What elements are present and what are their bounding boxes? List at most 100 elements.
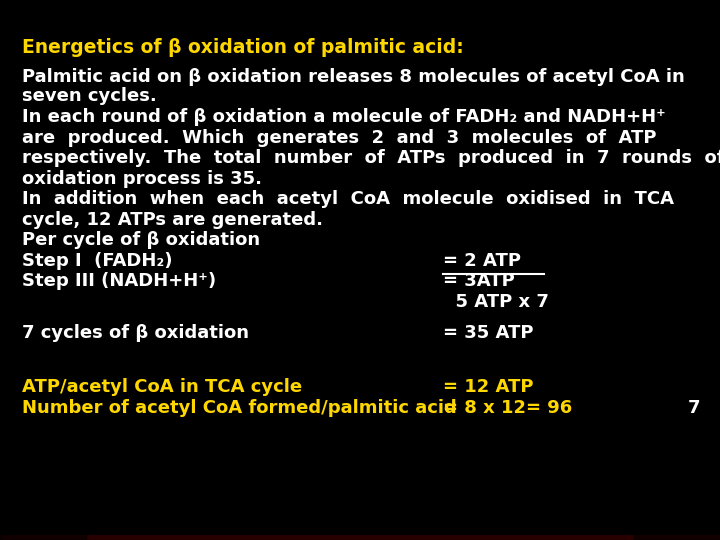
Bar: [0, 538, 720, 539]
Bar: [0, 538, 720, 540]
Bar: [0, 538, 720, 539]
Bar: [0, 537, 720, 538]
Bar: [0, 537, 720, 539]
Bar: [0, 537, 720, 538]
Bar: [0, 536, 720, 538]
Bar: [0, 536, 720, 538]
Bar: [0, 537, 720, 538]
Bar: [0, 538, 720, 539]
Bar: [0, 538, 720, 539]
Bar: [0, 537, 720, 539]
Bar: [0, 537, 720, 538]
Bar: [0, 537, 720, 538]
Bar: [0, 538, 720, 539]
Bar: [0, 537, 720, 539]
Bar: [0, 538, 720, 539]
Bar: [0, 537, 720, 539]
Bar: [0, 537, 720, 539]
Bar: [0, 538, 720, 539]
Bar: [0, 538, 720, 540]
Bar: [0, 536, 720, 538]
Bar: [0, 537, 720, 539]
Bar: [0, 538, 720, 540]
Bar: [0, 538, 720, 539]
Bar: [0, 537, 720, 539]
Bar: [0, 537, 720, 539]
Bar: [0, 537, 720, 539]
Text: respectively.  The  total  number  of  ATPs  produced  in  7  rounds  of: respectively. The total number of ATPs p…: [22, 149, 720, 167]
Bar: [0, 538, 720, 539]
Bar: [0, 538, 720, 539]
Bar: [0, 537, 720, 538]
Bar: [0, 538, 720, 540]
Bar: [0, 537, 720, 538]
Bar: [0, 537, 720, 539]
Bar: [0, 537, 720, 539]
Bar: [0, 537, 720, 539]
Bar: [0, 538, 720, 539]
Bar: [0, 537, 720, 539]
Bar: [0, 537, 720, 538]
Bar: [0, 537, 720, 539]
Bar: [0, 537, 720, 539]
Bar: [0, 537, 720, 538]
Bar: [0, 537, 720, 539]
Bar: [0, 537, 720, 539]
Bar: [0, 537, 720, 538]
Bar: [0, 537, 720, 539]
Bar: [0, 537, 720, 539]
Bar: [0, 537, 720, 539]
Bar: [0, 537, 720, 539]
Bar: [0, 537, 720, 539]
Bar: [0, 537, 720, 538]
Bar: [0, 537, 720, 539]
Bar: [0, 537, 720, 538]
Bar: [0, 538, 720, 540]
Bar: [0, 537, 720, 539]
Bar: [0, 538, 720, 539]
Bar: [0, 537, 720, 539]
Bar: [0, 537, 720, 539]
Bar: [0, 537, 720, 539]
Bar: [0, 537, 720, 539]
Text: are  produced.  Which  generates  2  and  3  molecules  of  ATP: are produced. Which generates 2 and 3 mo…: [22, 129, 656, 146]
Bar: [0, 537, 720, 539]
Bar: [0, 537, 720, 538]
Bar: [0, 537, 720, 539]
Bar: [0, 537, 720, 538]
Bar: [0, 537, 720, 539]
Bar: [0, 537, 720, 539]
Bar: [0, 538, 720, 540]
Bar: [0, 538, 720, 539]
Bar: [0, 538, 720, 539]
Bar: [0, 538, 720, 540]
Bar: [0, 538, 720, 540]
Text: = 2 ATP: = 2 ATP: [443, 252, 521, 269]
Bar: [0, 537, 720, 538]
Bar: [0, 536, 720, 538]
Bar: [0, 537, 720, 539]
Bar: [0, 537, 720, 538]
Bar: [0, 538, 720, 540]
Bar: [0, 537, 720, 538]
Bar: [0, 538, 720, 540]
Bar: [0, 537, 720, 539]
Text: Per cycle of β oxidation: Per cycle of β oxidation: [22, 231, 260, 249]
Bar: [0, 537, 720, 538]
Bar: [0, 537, 720, 539]
Bar: [0, 536, 720, 538]
Bar: [0, 538, 720, 539]
Bar: [0, 537, 720, 539]
Bar: [0, 537, 720, 539]
Bar: [0, 537, 720, 538]
Bar: [0, 537, 720, 539]
Bar: [0, 537, 720, 538]
Bar: [0, 538, 720, 539]
Bar: [0, 537, 720, 539]
Bar: [0, 537, 720, 539]
Bar: [0, 537, 720, 538]
Bar: [0, 538, 720, 539]
Text: In  addition  when  each  acetyl  CoA  molecule  oxidised  in  TCA: In addition when each acetyl CoA molecul…: [22, 190, 674, 208]
Bar: [0, 538, 720, 539]
Bar: [0, 537, 720, 539]
